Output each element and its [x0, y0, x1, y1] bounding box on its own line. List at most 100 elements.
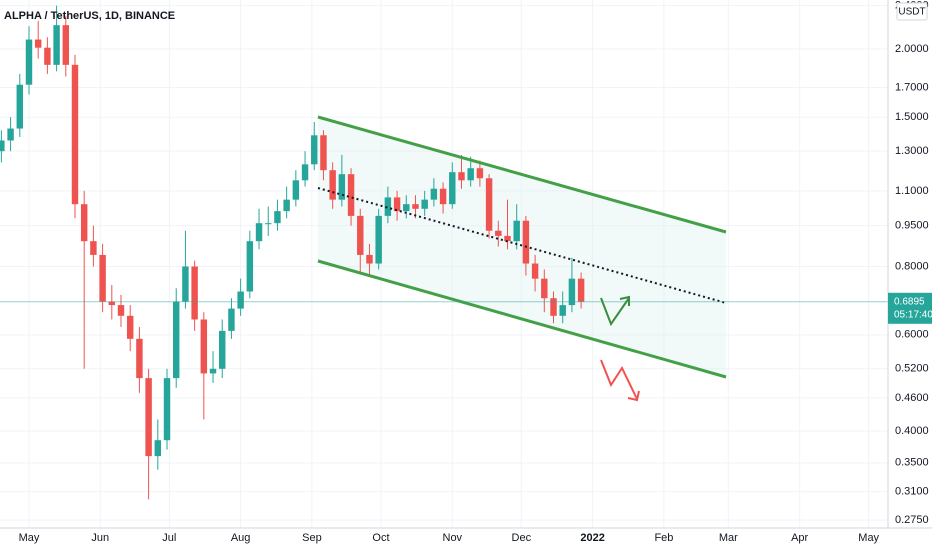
candle-body — [7, 128, 14, 141]
candle-body — [467, 168, 474, 181]
currency-box — [896, 2, 928, 21]
candle-body — [228, 308, 235, 331]
candle-body — [320, 135, 327, 171]
candles — [0, 5, 585, 500]
up-arrow-head — [619, 295, 630, 306]
price-axis — [888, 0, 932, 550]
channel-mid — [317, 187, 727, 304]
time-axis — [0, 528, 932, 550]
candle-body — [393, 197, 401, 212]
channel-upper — [317, 115, 727, 234]
x-tick-label: Nov — [443, 532, 463, 544]
y-tick-label: 0.4000 — [895, 425, 929, 437]
last-price-label: 0.6895 — [894, 296, 925, 307]
candle-body — [0, 140, 5, 152]
y-tick-label: 1.7000 — [895, 81, 929, 93]
candle-body — [357, 215, 364, 255]
y-tick-label: 0.6000 — [895, 329, 929, 341]
y-tick-label: 0.8000 — [895, 260, 929, 272]
y-tick-label: 0.2750 — [895, 514, 929, 526]
candle-body — [513, 220, 520, 242]
candle-body — [449, 172, 456, 205]
candle-body — [108, 301, 116, 306]
x-tick-label: Aug — [231, 532, 251, 544]
candle-body — [541, 278, 548, 299]
x-tick-label: Jul — [162, 532, 176, 544]
y-tick-label: 1.3000 — [895, 145, 929, 157]
last-price-tag — [888, 292, 932, 324]
candle-body — [191, 266, 198, 320]
up-arrow — [600, 297, 630, 327]
candle-body — [90, 241, 97, 255]
candle-body — [16, 84, 24, 129]
candle-body — [274, 211, 281, 224]
candle-body — [476, 168, 484, 179]
candle-body — [117, 305, 125, 316]
channel-lower — [317, 259, 727, 379]
candle-body — [80, 204, 88, 242]
candle-body — [145, 378, 152, 457]
candle-body — [182, 266, 189, 302]
candle-body — [412, 204, 419, 209]
currency-label: USDT — [898, 7, 925, 18]
candle-body — [71, 64, 79, 205]
x-tick-label: Jun — [91, 532, 109, 544]
candle-body — [292, 180, 300, 200]
grid — [0, 0, 888, 528]
candle-body — [403, 204, 410, 212]
x-tick-label: Dec — [512, 532, 532, 544]
down-arrow — [600, 359, 638, 400]
candle-body — [311, 135, 318, 165]
candle-body — [163, 378, 171, 441]
y-tick-label: 0.4600 — [895, 392, 929, 404]
candle-body — [255, 223, 263, 242]
candle-body — [44, 47, 51, 65]
x-tick-label: May — [19, 532, 40, 544]
countdown-label: 05:17:40 — [894, 309, 932, 320]
candle-body — [495, 230, 502, 236]
candle-body — [53, 25, 60, 65]
x-tick-label: Apr — [791, 532, 808, 544]
x-tick-label: May — [858, 532, 879, 544]
y-tick-label: 0.3100 — [895, 486, 929, 498]
candle-body — [531, 263, 539, 279]
candle-body — [430, 188, 438, 200]
candle-body — [154, 440, 162, 457]
candle-body — [301, 164, 309, 181]
candle-body — [246, 241, 254, 292]
y-tick-label: 0.5200 — [895, 363, 929, 375]
symbol-title: ALPHA / TetherUS, 1D, BINANCE — [4, 10, 175, 22]
candle-body — [329, 170, 336, 200]
candle-body — [458, 172, 465, 181]
candle-body — [34, 39, 42, 48]
candle-body — [25, 39, 33, 85]
candle-body — [99, 254, 106, 302]
candle-body — [366, 254, 373, 264]
channel-fill — [318, 117, 726, 377]
candle-body — [219, 330, 226, 369]
x-tick-label: 2022 — [580, 532, 604, 544]
candle-body — [209, 368, 217, 374]
y-tick-label: 1.5000 — [895, 111, 929, 123]
candle-body — [338, 174, 346, 200]
x-tick-label: Feb — [654, 532, 673, 544]
candle-body — [62, 25, 70, 65]
x-tick-label: Mar — [719, 532, 738, 544]
candle-body — [283, 199, 290, 212]
candle-body — [265, 223, 272, 225]
axes: 2.40002.00001.70001.50001.30001.10000.95… — [19, 0, 932, 544]
candle-body — [504, 235, 511, 242]
y-tick-label: 2.0000 — [895, 43, 929, 55]
x-tick-label: Sep — [302, 532, 322, 544]
candle-body — [522, 220, 530, 264]
x-tick-label: Oct — [372, 532, 389, 544]
y-tick-label: 0.9500 — [895, 220, 929, 232]
candle-body — [439, 188, 447, 205]
candle-body — [237, 291, 244, 309]
candle-body — [421, 199, 428, 209]
candle-body — [136, 338, 143, 379]
candle-body — [375, 215, 382, 264]
candle-body — [485, 178, 493, 231]
